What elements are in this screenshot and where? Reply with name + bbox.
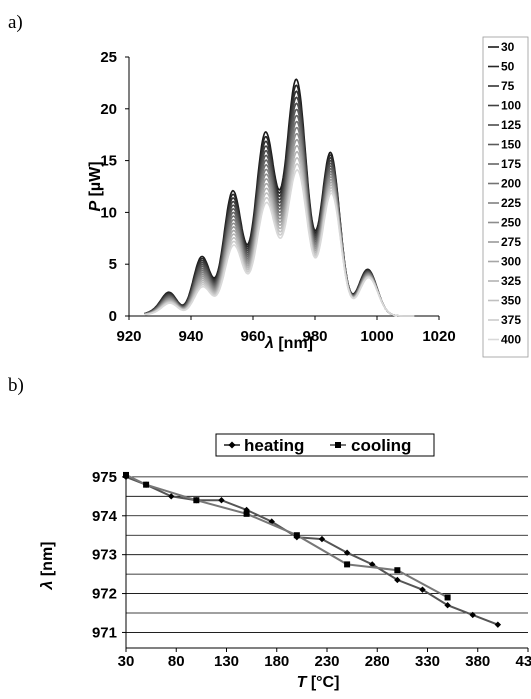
y-axis-title: λ [nm] bbox=[39, 541, 56, 590]
x-axis-symbol: λ bbox=[264, 335, 274, 352]
y-tick-label: 10 bbox=[100, 204, 117, 221]
legend-label: 325 bbox=[501, 274, 521, 288]
wavelength-temperature-chart: 971 972 973 974 975 30 80 130 180 230 280 330 380 430… bbox=[39, 433, 531, 691]
legend-label: 200 bbox=[501, 177, 521, 191]
y-tick-label: 975 bbox=[92, 469, 117, 486]
cooling-point bbox=[143, 481, 150, 488]
cooling-point bbox=[123, 471, 129, 478]
legend-label: 225 bbox=[501, 196, 521, 210]
y-tick-label: 0 bbox=[109, 308, 117, 325]
x-tick-label: 30 bbox=[118, 653, 135, 670]
heating-point bbox=[218, 497, 225, 504]
legend-label: 350 bbox=[501, 294, 521, 308]
x-axis-symbol: T bbox=[297, 674, 308, 691]
x-tick-label: 960 bbox=[240, 328, 265, 345]
y-tick-label: 971 bbox=[92, 624, 117, 641]
y-axis-symbol: λ bbox=[39, 581, 56, 591]
y-axis-symbol: P bbox=[87, 201, 104, 212]
cooling-point bbox=[394, 567, 401, 574]
x-tick-label: 980 bbox=[302, 328, 327, 345]
legend-label: 175 bbox=[501, 157, 521, 171]
legend-label: 100 bbox=[501, 99, 521, 113]
legend-box bbox=[215, 433, 435, 457]
x-tick-label: 1000 bbox=[360, 328, 393, 345]
legend-box bbox=[482, 36, 529, 358]
x-tick-label: 280 bbox=[365, 653, 390, 670]
x-axis-unit: [°C] bbox=[311, 674, 340, 691]
legend-label: 75 bbox=[501, 79, 515, 93]
panel-b-label: b) bbox=[8, 375, 24, 396]
cooling-point bbox=[444, 594, 451, 601]
y-tick-label: 973 bbox=[92, 547, 117, 564]
y-tick-label: 5 bbox=[109, 256, 117, 273]
y-axis-unit: [nm] bbox=[39, 541, 56, 576]
x-tick-label: 80 bbox=[168, 653, 185, 670]
series-line-cooling bbox=[125, 474, 449, 599]
spectrum-line-400 bbox=[144, 169, 415, 317]
x-tick-label: 330 bbox=[415, 653, 440, 670]
x-axis-unit: [nm] bbox=[278, 335, 313, 352]
x-axis-title: T [°C] bbox=[297, 674, 340, 691]
panel-a-label: a) bbox=[8, 12, 23, 33]
y-tick-label: 25 bbox=[100, 49, 117, 66]
legend-label: 250 bbox=[501, 216, 521, 230]
legend-label: 400 bbox=[501, 333, 521, 347]
legend-label-cooling: cooling bbox=[351, 436, 411, 455]
legend-label: 275 bbox=[501, 235, 521, 249]
y-axis-title: P [µW] bbox=[87, 161, 104, 211]
legend-marker-cooling bbox=[335, 442, 341, 448]
heating-point bbox=[494, 621, 502, 628]
cooling-point bbox=[293, 532, 300, 539]
y-tick-label: 972 bbox=[92, 586, 117, 603]
legend-marker-heating bbox=[228, 441, 236, 449]
x-tick-label: 230 bbox=[314, 653, 339, 670]
x-tick-label: 380 bbox=[465, 653, 490, 670]
series-line-heating bbox=[125, 475, 499, 626]
legend: heating cooling bbox=[215, 433, 435, 457]
cooling-point bbox=[344, 561, 351, 568]
spectrum-line-375 bbox=[144, 163, 415, 317]
x-tick-label: 940 bbox=[178, 328, 203, 345]
legend-label: 375 bbox=[501, 313, 521, 327]
x-tick-label: 920 bbox=[116, 328, 141, 345]
spectra-chart: 0 5 10 15 20 25 920 940 960 980 1000 1020 λ [nm] P [µ… bbox=[87, 36, 529, 358]
x-axis-title: λ [nm] bbox=[264, 335, 313, 352]
y-tick-label: 15 bbox=[100, 153, 117, 170]
legend-label: 50 bbox=[501, 60, 515, 74]
legend-label: 30 bbox=[501, 40, 515, 54]
cooling-point bbox=[193, 497, 200, 504]
x-tick-label: 130 bbox=[214, 653, 239, 670]
heating-point bbox=[168, 493, 175, 500]
legend-label: 150 bbox=[501, 138, 521, 152]
legend-label-heating: heating bbox=[244, 436, 304, 455]
x-tick-label: 430 bbox=[515, 653, 531, 670]
legend-label: 125 bbox=[501, 118, 521, 132]
y-axis-unit: [µW] bbox=[87, 161, 104, 196]
y-tick-label: 974 bbox=[92, 508, 118, 525]
x-tick-label: 180 bbox=[264, 653, 289, 670]
y-tick-label: 20 bbox=[100, 101, 117, 118]
legend-label: 300 bbox=[501, 255, 521, 269]
x-tick-label: 1020 bbox=[422, 328, 455, 345]
cooling-point bbox=[243, 510, 250, 517]
